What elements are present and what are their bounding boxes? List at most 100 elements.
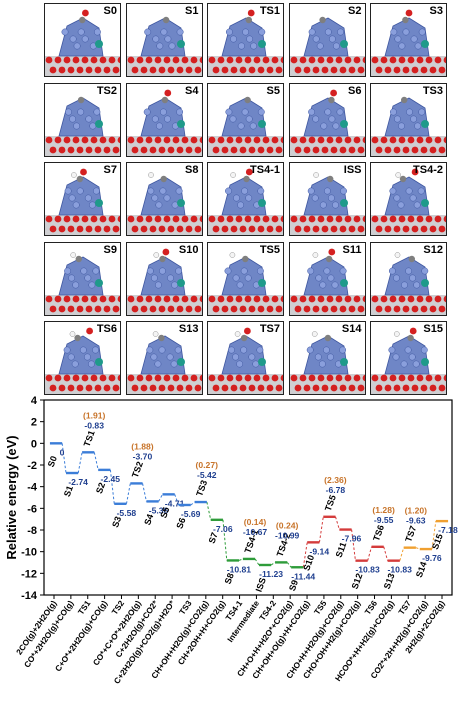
plot-frame <box>43 399 453 596</box>
structure-image <box>126 248 202 315</box>
structure-tile-ts7: TS7 <box>207 321 284 395</box>
energy-value-label: -9.76 <box>422 553 442 563</box>
state-name-label: S7 <box>207 531 220 545</box>
structure-grid: S0 S1 TS1 S2 S3 TS2 S4 S5 S6 TS3 S7 S8 TS4-1 ISS TS4-2… <box>44 3 452 395</box>
connector-line <box>318 516 324 543</box>
structure-image <box>45 168 120 235</box>
energy-profile-chart: 4 2 0 -2 -4 -6 -8 -10 -12 -14 Relative energy (eV)… <box>4 395 458 686</box>
state-name-label: S8 <box>223 572 236 586</box>
structure-tile-s14: S14 <box>288 321 366 395</box>
connector-line <box>351 529 356 561</box>
structure-tile-s4: S4 <box>125 82 203 157</box>
connector-line <box>399 547 405 561</box>
state-name-label: TS1 <box>82 429 97 448</box>
connector-line <box>286 562 292 568</box>
structure-tile-s8: S8 <box>125 162 203 236</box>
structure-image <box>289 16 365 76</box>
connector-line <box>383 546 389 561</box>
structure-tile-label: S0 <box>103 5 117 17</box>
connector-line <box>158 494 163 502</box>
energy-value-label: -10.83 <box>388 565 413 575</box>
energy-value-label: -5.42 <box>197 470 217 480</box>
structure-tile-s9: S9 <box>44 241 121 316</box>
y-tick-label: 4 <box>31 395 38 407</box>
structure-tile-s15: S15 <box>370 321 447 395</box>
structure-image <box>208 327 283 394</box>
energy-value-label: -5.69 <box>181 509 201 519</box>
y-tick-label: -14 <box>21 590 38 602</box>
structure-tile-s11: S11 <box>288 241 366 316</box>
structure-tile-label: S10 <box>178 243 199 256</box>
structure-tile-label: S12 <box>423 243 443 256</box>
structure-image <box>208 251 283 315</box>
x-tick-label: TS6 <box>363 599 379 617</box>
structure-tile-label: S3 <box>429 5 443 17</box>
structure-image <box>126 172 202 235</box>
barrier-label: (1.88) <box>131 441 154 451</box>
connector-line <box>93 452 99 470</box>
state-name-label: TS3 <box>194 479 209 498</box>
structure-tile-s5: S5 <box>207 82 284 157</box>
structure-tile-s7: S7 <box>44 162 121 236</box>
connector-line <box>415 547 420 550</box>
energy-value-label: -2.74 <box>68 477 88 487</box>
structure-tile-label: TS3 <box>422 84 443 97</box>
structure-tile-ts1: TS1 <box>207 3 284 77</box>
structure-tile-s10: S10 <box>125 241 203 316</box>
structure-tile-label: TS2 <box>96 84 117 97</box>
connector-line <box>174 494 180 506</box>
energy-value-label: -7.96 <box>342 534 362 544</box>
structure-tile-label: S1 <box>185 5 199 17</box>
connector-line <box>109 469 115 504</box>
state-name-label: S11 <box>334 541 349 559</box>
y-tick-label: -10 <box>21 547 37 559</box>
energy-value-label: -9.63 <box>406 516 426 526</box>
structure-tile-ts4-2: TS4-2 <box>370 162 447 236</box>
energy-value-label: -10.81 <box>227 564 252 574</box>
structure-tile-label: S7 <box>103 164 117 176</box>
barrier-label: (2.36) <box>324 475 347 485</box>
connector-line <box>142 483 147 502</box>
energy-value-label: -5.36 <box>149 505 169 515</box>
connector-line <box>254 558 260 566</box>
x-tick-label: TS7 <box>397 599 413 617</box>
structure-tile-s0: S0 <box>44 3 121 77</box>
structure-tile-label: S9 <box>103 243 117 256</box>
structure-tile-label: TS7 <box>259 323 280 335</box>
state-name-label: TS5 <box>323 494 338 513</box>
structure-image <box>371 327 446 394</box>
connector-line <box>77 452 83 474</box>
barrier-label: (1.20) <box>405 506 428 516</box>
connector-line <box>431 521 437 550</box>
structure-tile-label: TS1 <box>259 5 280 17</box>
state-name-label: S9 <box>287 579 300 593</box>
structure-image <box>371 251 446 315</box>
structure-image <box>126 89 202 156</box>
state-name-label: S1 <box>62 484 75 498</box>
energy-value-label: -6.78 <box>326 485 346 495</box>
state-name-label: S13 <box>382 572 397 590</box>
structure-image <box>45 327 120 394</box>
connector-line <box>206 501 212 520</box>
energy-value-label: -3.70 <box>133 451 153 461</box>
structure-tile-ts5: TS5 <box>207 241 284 316</box>
state-name-label: S5 <box>158 506 171 520</box>
barrier-label: (0.14) <box>244 517 267 527</box>
structure-tile-s3: S3 <box>370 3 447 77</box>
connector-line <box>335 516 340 530</box>
structure-tile-label: S2 <box>348 5 362 17</box>
energy-value-label: -11.23 <box>259 569 283 579</box>
y-tick-label: -12 <box>21 568 37 580</box>
state-name-label: TS2 <box>130 460 145 479</box>
structure-image <box>45 9 120 76</box>
structure-tile-label: TS5 <box>259 243 280 256</box>
x-tick-label: TS1 <box>76 599 92 617</box>
energy-value-label: -7.18 <box>438 525 458 535</box>
structure-tile-label: TS6 <box>96 323 117 335</box>
structure-tile-s2: S2 <box>288 3 366 77</box>
connector-line <box>190 501 195 506</box>
structure-tile-ts6: TS6 <box>44 321 121 395</box>
state-name-label: S12 <box>350 572 365 590</box>
connector-line <box>270 561 276 566</box>
structure-tile-ts4-1: TS4-1 <box>207 162 284 236</box>
